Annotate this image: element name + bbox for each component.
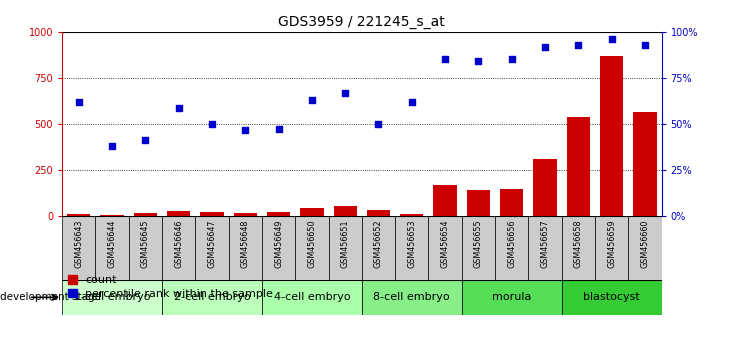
Point xyxy=(506,56,518,61)
Bar xyxy=(96,216,129,280)
Text: GSM456645: GSM456645 xyxy=(141,219,150,268)
Point xyxy=(472,58,484,64)
Bar xyxy=(229,216,262,280)
Bar xyxy=(500,189,523,216)
Text: development stage: development stage xyxy=(0,292,101,302)
Bar xyxy=(595,216,628,280)
Bar xyxy=(62,280,162,315)
Text: GSM456654: GSM456654 xyxy=(441,219,450,268)
Text: GSM456657: GSM456657 xyxy=(540,219,550,268)
Point xyxy=(140,137,151,142)
Title: GDS3959 / 221245_s_at: GDS3959 / 221245_s_at xyxy=(279,16,445,29)
Point xyxy=(606,36,618,42)
Text: morula: morula xyxy=(492,292,531,302)
Text: GSM456656: GSM456656 xyxy=(507,219,516,268)
Text: GSM456650: GSM456650 xyxy=(308,219,317,268)
Bar xyxy=(428,216,462,280)
Bar xyxy=(467,190,490,216)
Bar xyxy=(162,216,195,280)
Legend: count, percentile rank within the sample: count, percentile rank within the sample xyxy=(68,275,273,299)
Text: blastocyst: blastocyst xyxy=(583,292,640,302)
Text: GSM456651: GSM456651 xyxy=(341,219,349,268)
Point xyxy=(373,121,385,127)
Bar xyxy=(100,215,124,216)
Text: GSM456655: GSM456655 xyxy=(474,219,483,268)
Bar xyxy=(367,210,390,216)
Text: GSM456658: GSM456658 xyxy=(574,219,583,268)
Point xyxy=(306,97,318,103)
Text: GSM456660: GSM456660 xyxy=(640,219,649,268)
Bar xyxy=(495,216,529,280)
Point xyxy=(572,42,584,47)
Point xyxy=(73,99,85,105)
Bar xyxy=(200,212,224,216)
Bar xyxy=(333,206,357,216)
Text: GSM456648: GSM456648 xyxy=(240,219,250,268)
Bar xyxy=(462,280,561,315)
Text: 4-cell embryo: 4-cell embryo xyxy=(273,292,350,302)
Bar xyxy=(567,116,590,216)
Bar xyxy=(628,216,662,280)
Bar xyxy=(167,211,190,216)
Bar xyxy=(328,216,362,280)
Point xyxy=(106,143,118,149)
Bar xyxy=(262,216,295,280)
Bar xyxy=(395,216,428,280)
Text: 2-cell embryo: 2-cell embryo xyxy=(174,292,250,302)
Bar xyxy=(67,215,91,216)
Point xyxy=(539,44,551,50)
Bar xyxy=(529,216,561,280)
Bar xyxy=(62,216,96,280)
Bar xyxy=(362,280,462,315)
Bar xyxy=(600,56,624,216)
Text: GSM456653: GSM456653 xyxy=(407,219,416,268)
Point xyxy=(273,126,284,131)
Bar xyxy=(195,216,229,280)
Text: GSM456644: GSM456644 xyxy=(107,219,116,268)
Text: GSM456659: GSM456659 xyxy=(607,219,616,268)
Text: 1-cell embryo: 1-cell embryo xyxy=(74,292,151,302)
Bar xyxy=(362,216,395,280)
Point xyxy=(339,90,351,96)
Text: GSM456649: GSM456649 xyxy=(274,219,283,268)
Point xyxy=(240,127,251,133)
Point xyxy=(173,105,184,111)
Bar xyxy=(561,280,662,315)
Bar xyxy=(295,216,328,280)
Text: GSM456652: GSM456652 xyxy=(374,219,383,268)
Bar xyxy=(433,185,457,216)
Point xyxy=(439,56,451,61)
Bar xyxy=(400,214,423,216)
Bar xyxy=(561,216,595,280)
Bar xyxy=(234,213,257,216)
Bar xyxy=(633,112,656,216)
Bar xyxy=(267,212,290,216)
Text: 8-cell embryo: 8-cell embryo xyxy=(374,292,450,302)
Bar xyxy=(129,216,162,280)
Bar xyxy=(300,208,324,216)
Point xyxy=(206,121,218,127)
Bar xyxy=(162,280,262,315)
Text: GSM456643: GSM456643 xyxy=(75,219,83,268)
Bar xyxy=(262,280,362,315)
Text: GSM456646: GSM456646 xyxy=(174,219,183,268)
Point xyxy=(406,99,417,105)
Bar xyxy=(534,159,557,216)
Bar xyxy=(134,213,157,216)
Point xyxy=(639,42,651,47)
Bar xyxy=(462,216,495,280)
Text: GSM456647: GSM456647 xyxy=(208,219,216,268)
